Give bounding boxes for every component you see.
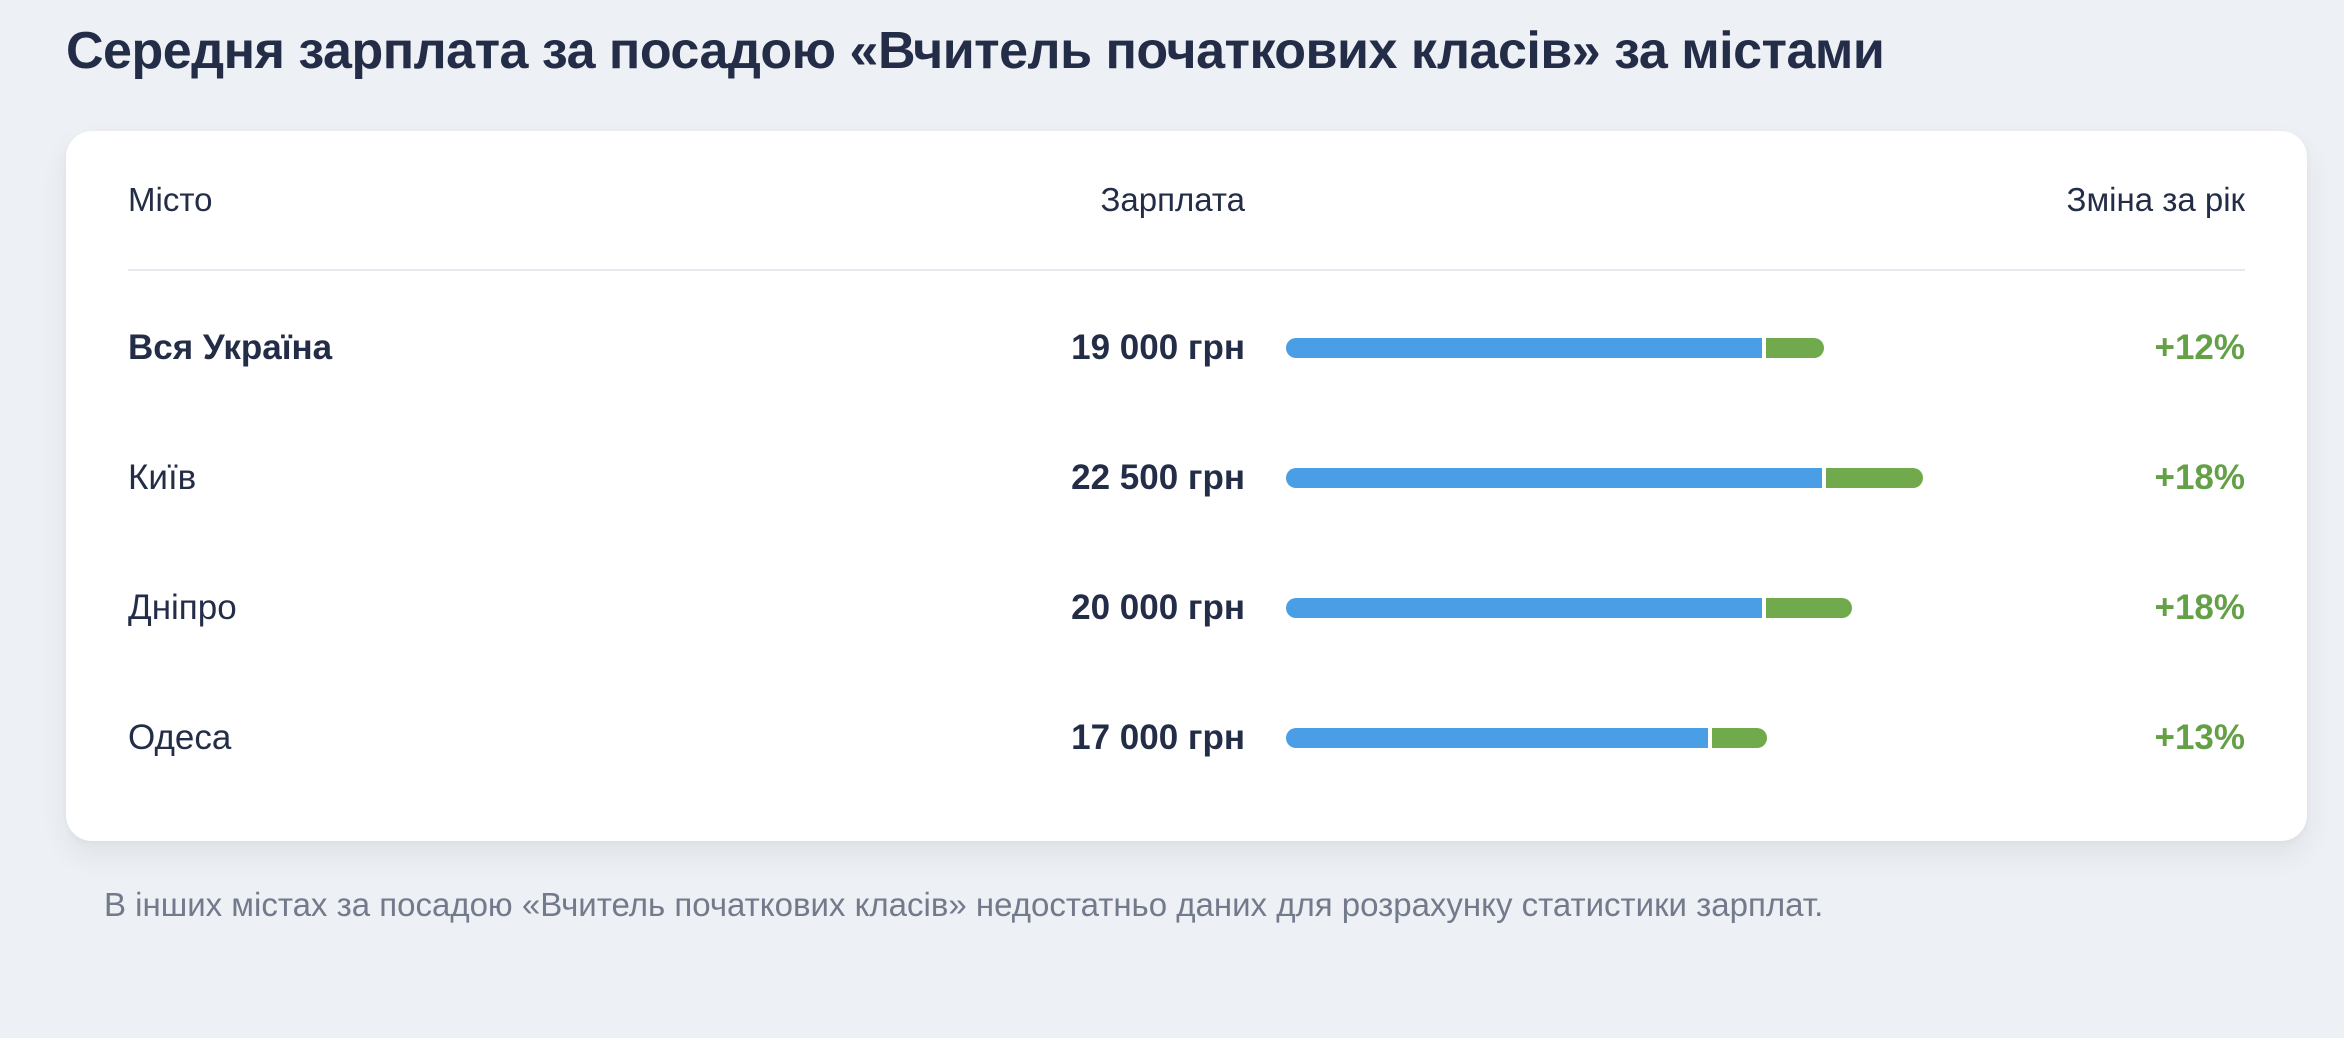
salary-bar-cell — [1245, 728, 1946, 748]
salary-bar-cell — [1245, 468, 1946, 488]
salary-stats-card: Місто Зарплата Зміна за рік Вся Україна 1… — [66, 131, 2307, 841]
salary-bar-cell — [1245, 598, 1946, 618]
salary-bar-base-segment — [1286, 728, 1708, 748]
change-cell: +12% — [2154, 328, 2246, 367]
city-cell: Одеса — [128, 718, 232, 757]
table-row: Одеса 17 000 грн +13% — [128, 673, 2245, 803]
header-divider — [128, 269, 2245, 271]
salary-bar-base-segment — [1286, 338, 1762, 358]
salary-bar-base-segment — [1286, 598, 1762, 618]
city-cell: Вся Україна — [128, 328, 333, 367]
table-row: Вся Україна 19 000 грн +12% — [128, 283, 2245, 413]
salary-bar-base-segment — [1286, 468, 1822, 488]
salary-bar — [1286, 468, 1946, 488]
page: Середня зарплата за посадою «Вчитель поч… — [0, 14, 2344, 927]
salary-bar-increase-segment — [1766, 338, 1824, 358]
header-city: Місто — [128, 181, 213, 218]
header-change: Зміна за рік — [2066, 181, 2245, 218]
salary-cell: 20 000 грн — [1071, 588, 1245, 627]
salary-bar — [1286, 598, 1946, 618]
city-cell: Дніпро — [128, 588, 237, 627]
salary-bar — [1286, 728, 1946, 748]
table-body: Вся Україна 19 000 грн +12% Київ 22 500 грн +… — [128, 283, 2245, 803]
table-header: Місто Зарплата Зміна за рік — [128, 179, 2245, 221]
salary-bar-increase-segment — [1826, 468, 1923, 488]
change-cell: +18% — [2154, 458, 2246, 497]
salary-cell: 17 000 грн — [1071, 718, 1245, 757]
table-row: Київ 22 500 грн +18% — [128, 413, 2245, 543]
salary-cell: 22 500 грн — [1071, 458, 1245, 497]
salary-bar-increase-segment — [1766, 598, 1852, 618]
salary-bar-cell — [1245, 338, 1946, 358]
footnote: В інших містах за посадою «Вчитель почат… — [104, 886, 1824, 923]
table-row: Дніпро 20 000 грн +18% — [128, 543, 2245, 673]
salary-bar — [1286, 338, 1946, 358]
change-cell: +13% — [2154, 718, 2246, 757]
header-salary: Зарплата — [1100, 181, 1246, 218]
page-title: Середня зарплата за посадою «Вчитель поч… — [66, 22, 1885, 80]
city-cell: Київ — [128, 458, 197, 497]
salary-bar-increase-segment — [1712, 728, 1767, 748]
salary-cell: 19 000 грн — [1071, 328, 1245, 367]
change-cell: +18% — [2154, 588, 2246, 627]
